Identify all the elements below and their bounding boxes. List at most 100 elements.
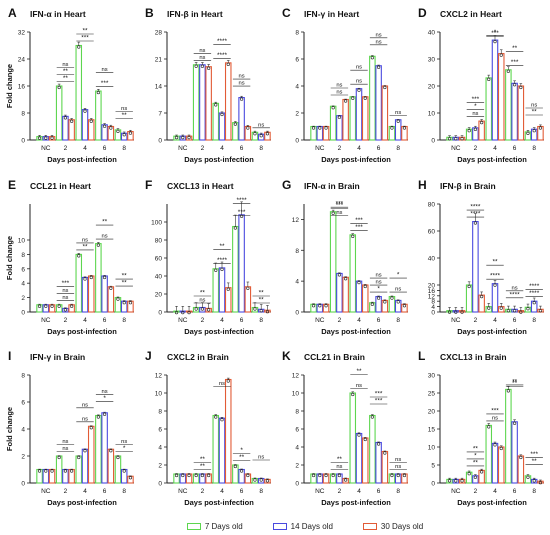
sig-label: **	[63, 68, 69, 75]
bar	[192, 64, 200, 141]
y-tick-label: 60	[155, 256, 163, 263]
bar	[381, 450, 389, 484]
data-point	[526, 131, 530, 135]
sig-label: ns	[395, 457, 401, 463]
x-tick-label: 2	[338, 488, 342, 495]
panel-title: CXCL13 in Heart	[167, 181, 234, 191]
bar	[205, 473, 212, 484]
data-point	[259, 478, 263, 482]
x-axis-label: Days post-infection	[47, 327, 117, 336]
bar	[232, 225, 239, 313]
panel-letter: L	[418, 349, 425, 363]
panel-letter: K	[282, 349, 291, 363]
sig-label: ns	[121, 439, 127, 445]
sig-label: **	[512, 380, 518, 387]
bar	[199, 473, 206, 484]
data-point	[253, 307, 257, 311]
sig-label: ns	[395, 110, 401, 116]
y-tick-label: 4	[21, 427, 25, 434]
data-point	[37, 469, 42, 473]
data-point	[318, 126, 322, 130]
x-tick-label: 4	[357, 145, 361, 152]
bar	[238, 468, 245, 484]
bar	[381, 299, 389, 313]
data-point	[70, 119, 74, 123]
data-point	[519, 310, 523, 314]
sig-label: **	[63, 75, 69, 82]
data-point	[344, 478, 348, 482]
bar	[369, 414, 376, 484]
sig-label: **	[259, 297, 265, 304]
bar	[81, 276, 89, 313]
bar	[127, 475, 134, 484]
bar	[497, 446, 505, 484]
data-point	[390, 296, 394, 300]
bar	[48, 468, 56, 484]
data-point	[377, 65, 381, 69]
bar	[68, 468, 75, 484]
panel-c: C IFN-γ in Heart 0 2 4 6 8 NC 2 4 6 8 Days post-infe…	[282, 6, 408, 164]
data-point	[70, 304, 74, 308]
x-tick-label: 6	[377, 317, 381, 324]
data-point	[102, 124, 107, 128]
x-tick-label: 4	[220, 145, 224, 152]
data-point	[324, 126, 328, 130]
data-point	[89, 426, 93, 430]
x-tick-label: 2	[201, 488, 205, 495]
x-axis-label: Days post-infection	[321, 155, 391, 164]
sig-label: ***	[238, 209, 246, 216]
data-point	[220, 112, 224, 117]
bar	[388, 473, 396, 484]
bar	[465, 471, 473, 484]
bar	[87, 425, 95, 484]
sig-label: **	[219, 243, 225, 250]
bar	[55, 304, 63, 313]
bar	[491, 283, 499, 313]
y-tick-label: 4	[21, 281, 25, 288]
y-tick-label: 0	[158, 481, 162, 488]
sig-label: ns	[121, 106, 127, 112]
bar	[511, 82, 518, 141]
data-point	[233, 122, 237, 126]
y-tick-label: 32	[18, 30, 26, 37]
sig-label: ***	[491, 407, 499, 414]
sig-label: ****	[217, 257, 228, 264]
data-point	[181, 473, 185, 478]
x-tick-label: 4	[220, 488, 224, 495]
y-tick-label: 28	[155, 30, 163, 37]
bar	[355, 280, 363, 313]
x-tick-label: 6	[240, 488, 244, 495]
bar	[322, 125, 330, 141]
bar	[349, 96, 357, 141]
sig-label: **	[200, 463, 206, 470]
data-point	[390, 473, 394, 478]
bar	[205, 66, 212, 141]
bar	[322, 303, 330, 313]
data-point	[311, 126, 316, 130]
data-point	[246, 286, 250, 290]
data-point	[526, 475, 530, 479]
x-tick-label: 2	[338, 145, 342, 152]
sig-label: ****	[510, 291, 521, 298]
legend-swatch-7	[186, 522, 201, 530]
bar	[224, 378, 232, 484]
data-point	[57, 304, 61, 308]
legend-item-7-days: 7 Days old	[186, 519, 243, 533]
data-point	[116, 129, 120, 133]
x-tick-label: 2	[64, 317, 68, 324]
data-point	[538, 126, 543, 130]
legend-item-14-days: 14 Days old	[272, 519, 333, 533]
y-tick-label: 2	[295, 463, 299, 470]
data-point	[506, 309, 510, 313]
data-point	[122, 133, 126, 137]
data-point	[200, 473, 204, 478]
bar	[342, 98, 349, 141]
data-point	[128, 131, 133, 135]
panel-title: CCL21 in Brain	[304, 352, 365, 362]
data-point	[351, 392, 355, 397]
y-tick-label: 20	[428, 283, 436, 290]
bar	[101, 275, 108, 313]
bar	[361, 96, 369, 141]
bar	[329, 211, 337, 313]
